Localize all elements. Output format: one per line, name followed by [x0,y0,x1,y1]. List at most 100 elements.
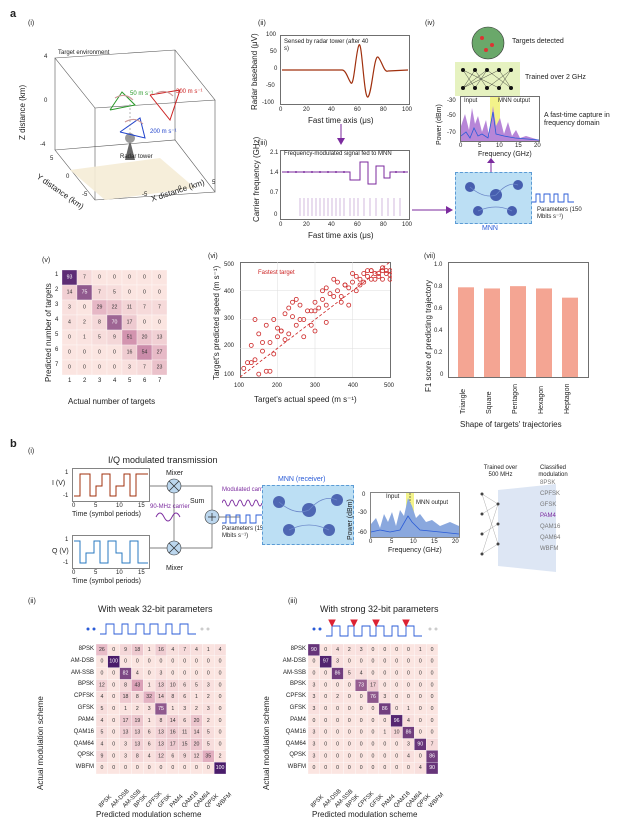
matrix-cell-value: 0 [112,671,115,677]
panel-a-i-3d-scene [54,49,216,201]
matrix-cell-value: 0 [98,365,101,371]
classified-item: CPFSK [540,491,561,497]
matrix-cell-value: 0 [372,706,375,712]
scatter-point [327,291,333,297]
matrix-cell-value: 0 [171,659,174,665]
label-bii: (ii) [28,598,36,605]
cm-row-label: CPFSK [285,693,306,700]
matrix-cell-value: 0 [431,694,434,700]
matrix-cell-value: 0 [383,753,386,759]
matrix-cell-value: 0 [348,753,351,759]
matrix-cell-value: 3 [336,659,339,665]
matrix-cell-value: 0 [348,741,351,747]
matrix-cell-value: 0 [324,718,327,724]
scatter-point [383,268,389,274]
cm-row-label: QPSK [289,752,306,759]
matrix-cell-value: 0 [312,671,315,677]
matrix-cell-value: 0 [112,741,115,747]
matrix-cell-value: 0 [183,765,186,771]
classified-item: WBFM [540,546,559,552]
matrix-cell-value: 3 [207,706,210,712]
targets-cm-row-tick: 4 [55,317,59,323]
matrix-cell-value: 1 [419,647,422,653]
matrix-cell-value: 4 [419,765,422,771]
scatter-point [282,311,288,317]
down-arrow-icon [337,124,345,145]
matrix-cell-value: 5 [113,290,116,296]
bar-category-label: Pentagon [512,384,519,414]
matrix-cell-value: 0 [419,682,422,688]
label-aiv: (iv) [425,20,435,27]
matrix-cell-value: 0 [419,730,422,736]
cm-col-label: WBFM [216,792,234,810]
matrix-cell-value: 0 [407,671,410,677]
matrix-cell-value: 0 [160,765,163,771]
trained-500mhz-label: Trained over 500 MHz [483,465,518,478]
cm-row-label: BPSK [77,681,94,688]
matrix-cell-value: 86 [429,753,435,759]
q-t-tick: 15 [138,570,145,576]
baseband-x-tick: 60 [354,107,361,113]
scatter-point [320,288,325,294]
matrix-cell-value: 20 [194,718,200,724]
matrix-cell-value: 0 [112,753,115,759]
scatter-point [353,288,359,294]
matrix-cell-value: 1 [195,694,198,700]
carrier-xlabel: Fast time axis (μs) [308,231,374,240]
matrix-cell-value: 0 [395,647,398,653]
classified-item: PAM4 [540,513,556,519]
baseband-plot [280,35,410,105]
baseband-x-tick: 0 [279,107,283,113]
matrix-cell-value: 0 [395,706,398,712]
matrix-cell-value: 0 [431,730,434,736]
matrix-cell-value: 15 [182,741,188,747]
scatter-point [323,302,329,308]
matrix-cell-value: 6 [183,718,186,724]
mnn-output-label: MNN output [498,98,531,104]
scatter-point [380,265,385,271]
targets-cm-col-tick: 7 [158,378,162,384]
matrix-cell-value: 0 [360,718,363,724]
matrix-cell-value: 0 [171,765,174,771]
matrix-cell-value: 0 [431,659,434,665]
weak-title: With weak 32-bit parameters [98,604,213,614]
scatter-x-tick: 300 [310,383,321,389]
matrix-cell-value: 0 [407,659,410,665]
spectrum-x-tick: 15 [515,143,522,149]
matrix-cell-value: 3 [124,753,127,759]
matrix-cell-value: 3 [207,682,210,688]
cm-col-label: 8PSK [98,794,114,810]
matrix-cell-value: 0 [183,659,186,665]
matrix-cell-value: 0 [312,765,315,771]
fastest-target-label: Fastest target [258,270,295,276]
baseband-y-tick: 0 [274,66,278,72]
matrix-cell-value: 0 [348,765,351,771]
mixer-bottom-label: Mixer [166,565,184,572]
scatter-point [260,340,265,345]
matrix-cell-value: 1 [171,706,174,712]
bars-y-tick: 0.2 [434,350,443,356]
matrix-cell-value: 2 [195,706,198,712]
matrix-cell-value: 0 [143,290,146,296]
matrix-cell-value: 3 [128,365,131,371]
matrix-cell-value: 0 [143,320,146,326]
targets-cm-col-tick: 5 [128,378,132,384]
identity-line [240,262,391,378]
matrix-cell-value: 0 [383,765,386,771]
targets-confusion-matrix: 93 7 0 0 0 0 014 75 7 5 0 0 03 0 29 22 11 7 74 2 8 70 17 0 00 1 5 9… [62,270,168,376]
cm-row-label: BPSK [289,681,306,688]
matrix-cell-value: 0 [336,741,339,747]
matrix-cell-value: 0 [100,765,103,771]
classified-modulation-label: Classified modulation [538,465,568,478]
i-t-tick: 0 [72,503,76,509]
label-av: (v) [42,257,51,264]
cm-row-label: QPSK [77,752,94,759]
matrix-cell-value: 3 [68,305,71,311]
scatter-point [376,273,382,279]
q-t-tick: 5 [94,570,98,576]
label-avi: (vi) [208,253,218,260]
matrix-cell-value: 0 [98,275,101,281]
carrier-x-tick: 20 [303,222,310,228]
matrix-cell-value: 0 [112,765,115,771]
cm-row-label: QAM16 [285,728,306,735]
